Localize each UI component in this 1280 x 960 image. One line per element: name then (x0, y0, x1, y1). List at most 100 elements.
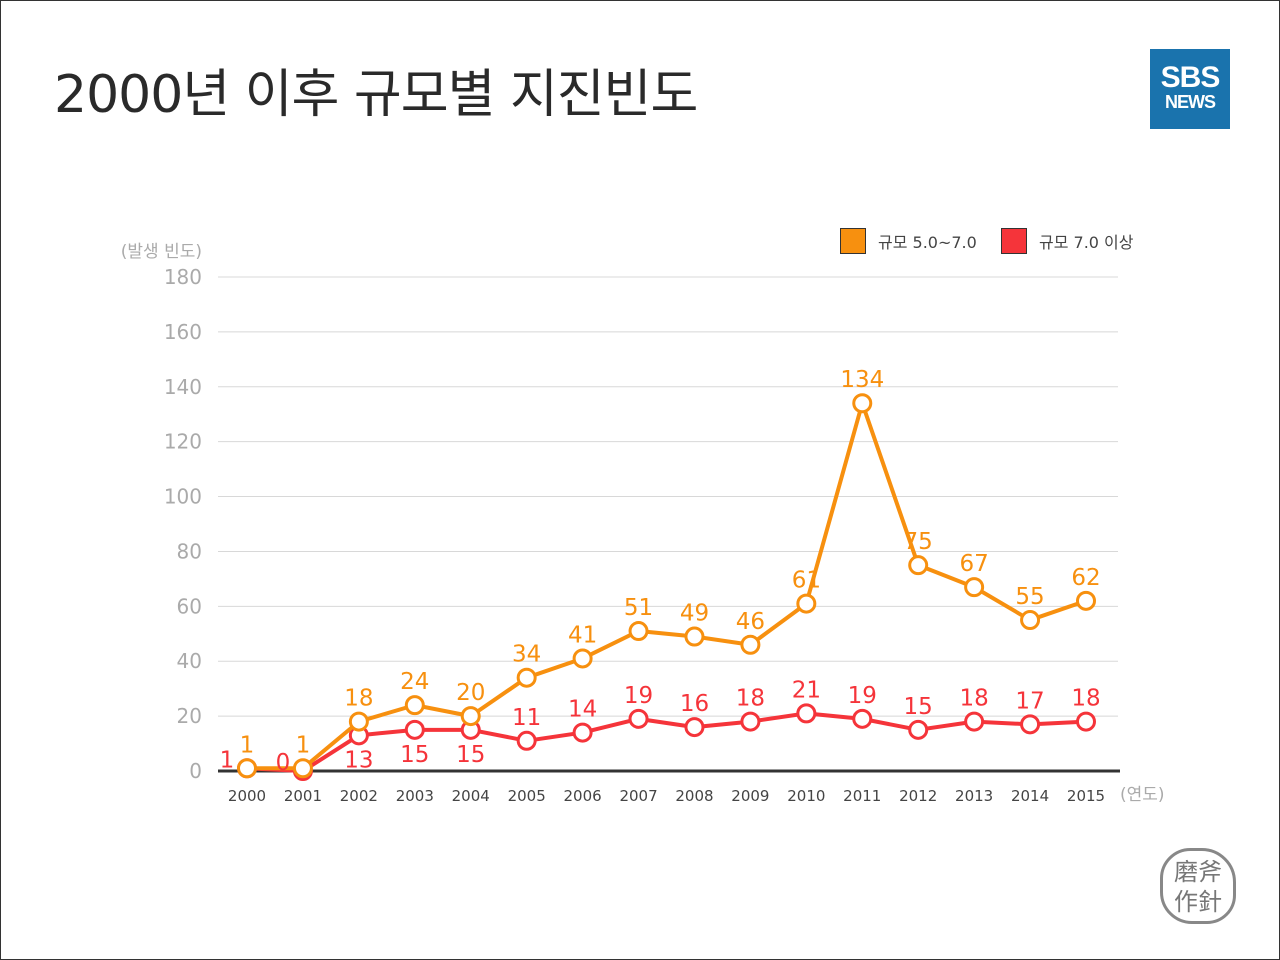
data-label-1: 18 (736, 686, 765, 712)
data-point-1 (684, 717, 705, 738)
data-label-0: 67 (959, 551, 988, 577)
data-point-0 (404, 695, 425, 716)
x-tick-label: 2006 (564, 787, 602, 805)
legend-label: 규모 7.0 이상 (1039, 233, 1134, 252)
data-point-0 (740, 634, 761, 655)
data-point-0 (348, 711, 369, 732)
data-point-0 (1076, 590, 1096, 611)
data-label-0: 20 (456, 680, 485, 706)
x-tick-label: 2000 (228, 787, 266, 805)
y-tick-label: 40 (177, 649, 202, 673)
data-point-1 (796, 703, 817, 724)
data-label-0: 41 (568, 622, 597, 648)
y-axis-label: (발생 빈도) (121, 242, 202, 262)
data-point-1 (1020, 714, 1041, 735)
x-tick-label: 2004 (452, 787, 490, 805)
stamp-logo: 磨斧作針 (1160, 848, 1236, 924)
legend-item-0: 규모 5.0~7.0 (840, 228, 977, 254)
data-point-1 (572, 722, 593, 743)
data-label-0: 75 (904, 529, 933, 555)
data-point-1 (516, 730, 537, 751)
y-tick-label: 100 (164, 485, 202, 509)
y-tick-label: 160 (164, 320, 202, 344)
data-point-1 (628, 708, 649, 729)
data-label-0: 1 (296, 732, 311, 758)
data-label-1: 18 (1071, 686, 1100, 712)
data-label-1: 17 (1015, 688, 1044, 714)
data-label-0: 46 (736, 609, 765, 635)
data-label-1: 15 (904, 694, 933, 720)
data-point-0 (292, 758, 313, 779)
y-tick-label: 60 (177, 594, 202, 618)
x-tick-label: 2012 (899, 787, 937, 805)
series-line-1 (246, 711, 1087, 773)
data-label-0: 61 (792, 568, 821, 594)
x-tick-label: 2003 (396, 787, 434, 805)
data-label-1: 0 (276, 750, 291, 776)
data-label-1: 13 (344, 747, 373, 773)
data-point-0 (460, 706, 481, 727)
data-label-1: 19 (848, 683, 877, 709)
page-title: 2000년 이후 규모별 지진빈도 (54, 65, 698, 125)
series-line-0 (247, 401, 1087, 771)
x-tick-label: 2001 (284, 787, 322, 805)
data-label-0: 24 (400, 669, 429, 695)
legend-swatch-red (1001, 228, 1027, 254)
data-point-1 (740, 711, 761, 732)
x-tick-label: 2015 (1067, 787, 1105, 805)
data-point-0 (908, 555, 929, 576)
data-point-0 (1020, 610, 1041, 631)
sbs-news-logo: SBS NEWS (1150, 49, 1230, 129)
x-tick-label: 2011 (843, 787, 881, 805)
x-tick-label: 2010 (787, 787, 825, 805)
y-tick-label: 0 (189, 759, 202, 783)
data-label-1: 1 (220, 747, 235, 773)
x-tick-label: 2002 (340, 787, 378, 805)
data-point-1 (964, 711, 985, 732)
data-point-0 (628, 621, 649, 642)
data-point-1 (852, 708, 873, 729)
x-tick-label: 2008 (675, 787, 713, 805)
x-tick-label: 2005 (508, 787, 546, 805)
data-label-0: 18 (344, 686, 373, 712)
data-point-0 (684, 626, 705, 647)
x-tick-label: 2007 (619, 787, 657, 805)
data-point-0 (796, 593, 817, 614)
data-point-0 (237, 758, 257, 779)
data-label-1: 18 (959, 686, 988, 712)
data-label-0: 49 (680, 601, 709, 627)
x-axis-label: (연도) (1120, 785, 1165, 805)
data-point-0 (964, 577, 985, 598)
data-label-0: 34 (512, 642, 541, 668)
data-label-0: 62 (1071, 565, 1100, 591)
y-tick-label: 20 (177, 704, 202, 728)
data-label-1: 15 (400, 742, 429, 768)
data-label-0: 51 (624, 595, 653, 621)
data-label-1: 19 (624, 683, 653, 709)
y-tick-label: 180 (164, 265, 202, 289)
y-tick-label: 80 (177, 539, 202, 563)
legend-swatch-orange (840, 228, 866, 254)
data-point-0 (852, 393, 873, 414)
data-label-1: 16 (680, 691, 709, 717)
data-point-0 (572, 648, 593, 669)
x-tick-label: 2009 (731, 787, 769, 805)
data-label-1: 11 (512, 705, 541, 731)
data-label-1: 15 (456, 742, 485, 768)
data-point-0 (516, 667, 537, 688)
x-tick-label: 2014 (1011, 787, 1049, 805)
data-label-1: 14 (568, 697, 597, 723)
data-point-1 (908, 719, 929, 740)
data-label-1: 21 (792, 677, 821, 703)
data-point-1 (404, 719, 425, 740)
y-tick-label: 120 (164, 430, 202, 454)
data-label-0: 1 (240, 732, 255, 758)
legend-label: 규모 5.0~7.0 (878, 233, 977, 252)
data-point-1 (1076, 711, 1096, 732)
legend-item-1: 규모 7.0 이상 (1001, 228, 1134, 254)
x-tick-label: 2013 (955, 787, 993, 805)
y-tick-label: 140 (164, 375, 202, 399)
data-label-0: 55 (1015, 584, 1044, 610)
data-label-0: 134 (840, 367, 884, 393)
